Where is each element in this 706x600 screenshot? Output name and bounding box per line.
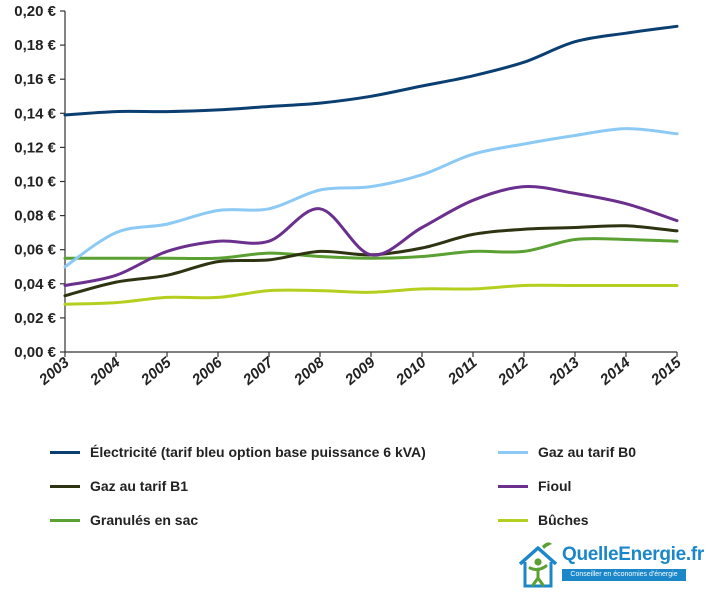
line-chart: 0,00 € 0,02 € 0,04 € 0,06 € 0,08 € 0,10 € 0,12… — [14, 3, 685, 390]
series-line-granules — [63, 237, 679, 261]
legend-swatch-gaz-b0 — [498, 450, 528, 454]
legend-swatch-gaz-b1 — [50, 484, 80, 488]
series-line-gaz-b0 — [63, 127, 679, 269]
quelleenergie-logo: QuelleEnergie.fr Conseiller en économies… — [516, 540, 704, 592]
legend-item-gaz-b1: Gaz au tarif B1 — [50, 478, 188, 494]
x-tick-label: 2006 — [188, 354, 226, 390]
x-tick-label: 2015 — [647, 354, 685, 390]
legend-label-gaz-b0: Gaz au tarif B0 — [538, 444, 637, 460]
legend-swatch-buches — [498, 518, 528, 522]
y-tick-label: 0,04 € — [14, 276, 56, 293]
legend-label-gaz-b1: Gaz au tarif B1 — [90, 478, 189, 494]
legend-swatch-fioul — [498, 484, 528, 488]
legend-item-electricite: Électricité (tarif bleu option base puis… — [50, 444, 426, 460]
legend-label-granules: Granulés en sac — [90, 512, 199, 528]
legend-label-buches: Bûches — [538, 512, 589, 528]
y-tick-label: 0,02 € — [14, 310, 56, 327]
house-person-icon — [518, 542, 558, 588]
legend-item-buches: Bûches — [498, 512, 589, 528]
legend-swatch-electricite — [50, 450, 80, 454]
legend-label-electricite: Électricité (tarif bleu option base puis… — [90, 444, 426, 460]
y-tick-label: 0,18 € — [14, 37, 56, 54]
series-line-buches — [63, 283, 679, 306]
legend-item-granules: Granulés en sac — [50, 512, 198, 528]
y-tick-label: 0,12 € — [14, 139, 56, 156]
series-line-fioul — [63, 184, 679, 288]
y-tick-label: 0,10 € — [14, 174, 56, 191]
legend: Électricité (tarif bleu option base puis… — [0, 436, 706, 536]
y-tick-label: 0,06 € — [14, 242, 56, 259]
legend-label-fioul: Fioul — [538, 478, 572, 494]
x-tick-label: 2014 — [596, 354, 634, 390]
x-tick-label: 2013 — [545, 354, 583, 390]
y-tick-label: 0,20 € — [14, 3, 56, 20]
logo-name: QuelleEnergie.fr — [562, 544, 704, 565]
x-tick-label: 2011 — [444, 354, 480, 388]
series-line-electricite — [63, 24, 679, 117]
logo-tagline: Conseiller en économies d'énergie — [562, 569, 686, 581]
y-tick-label: 0,14 € — [14, 105, 56, 122]
x-tick-label: 2012 — [494, 354, 532, 390]
legend-swatch-granules — [50, 518, 80, 522]
x-tick-label: 2005 — [137, 354, 175, 390]
y-tick-label: 0,08 € — [14, 208, 56, 225]
x-tick-label: 2007 — [239, 354, 277, 390]
x-tick-label: 2010 — [392, 354, 430, 390]
y-tick-label: 0,16 € — [14, 71, 56, 88]
x-tick-label: 2004 — [86, 354, 124, 390]
x-tick-label: 2008 — [290, 354, 328, 390]
x-tick-label: 2009 — [341, 354, 379, 390]
legend-item-fioul: Fioul — [498, 478, 571, 494]
legend-item-gaz-b0: Gaz au tarif B0 — [498, 444, 636, 460]
y-tick-label: 0,00 € — [14, 344, 56, 361]
